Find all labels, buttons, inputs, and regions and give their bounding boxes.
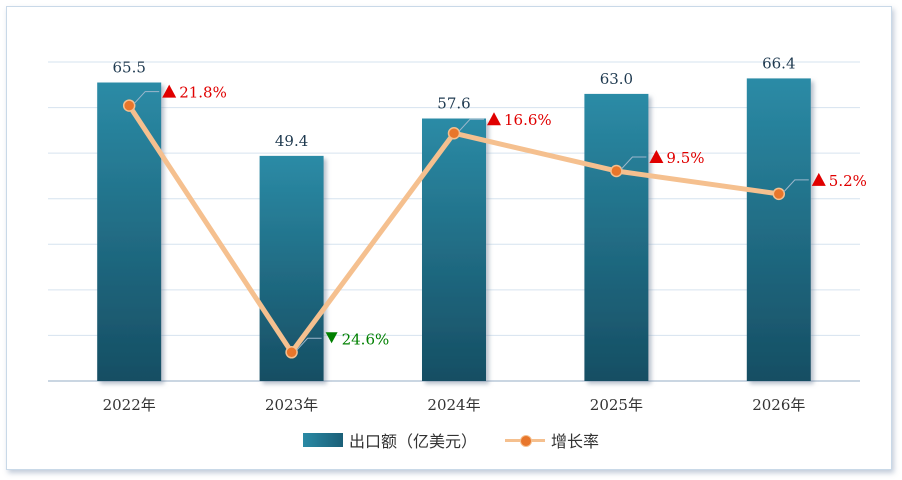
legend-item-export: 出口额（亿美元） (302, 428, 477, 452)
up-arrow-icon (811, 172, 826, 186)
legend: 出口额（亿美元） 增长率 (0, 427, 902, 453)
growth-marker (772, 187, 786, 201)
growth-marker (122, 99, 136, 112)
growth-marker (610, 164, 623, 178)
x-tick-label: 2024年 (427, 396, 480, 414)
bar (259, 155, 324, 381)
growth-marker (447, 126, 461, 140)
legend-bar-swatch (302, 433, 343, 447)
down-arrow-icon (325, 332, 338, 344)
bar-value-label: 63.0 (600, 70, 633, 88)
growth-value-label: 24.6% (342, 330, 390, 348)
legend-line-label: 增长率 (551, 432, 600, 451)
x-tick-label: 2022年 (103, 396, 156, 414)
x-tick-label: 2026年 (752, 396, 805, 414)
leader-line (296, 337, 322, 351)
leader-line (621, 156, 647, 170)
bar (584, 93, 649, 382)
legend-item-growth: 增长率 (505, 428, 599, 452)
bar-value-label: 49.4 (275, 132, 308, 150)
bar (422, 118, 486, 381)
legend-line-swatch (505, 433, 545, 447)
growth-value-label: 21.8% (179, 84, 227, 102)
bar (97, 82, 162, 381)
up-arrow-icon (649, 149, 664, 163)
leader-line (783, 179, 809, 193)
up-arrow-icon (162, 84, 177, 98)
growth-value-label: 16.6% (504, 111, 552, 129)
legend-bar-label: 出口额（亿美元） (348, 432, 477, 451)
leader-line (458, 118, 484, 132)
x-tick-label: 2025年 (590, 396, 643, 414)
leader-line (133, 91, 160, 104)
bar-value-label: 66.4 (762, 54, 795, 72)
bar-value-label: 65.5 (112, 59, 145, 77)
x-tick-label: 2023年 (265, 396, 318, 414)
growth-value-label: 9.5% (666, 149, 704, 167)
growth-value-label: 5.2% (829, 172, 867, 190)
growth-marker (285, 346, 298, 359)
bar (746, 78, 811, 382)
bar-value-label: 57.6 (437, 95, 470, 113)
up-arrow-icon (487, 112, 501, 126)
